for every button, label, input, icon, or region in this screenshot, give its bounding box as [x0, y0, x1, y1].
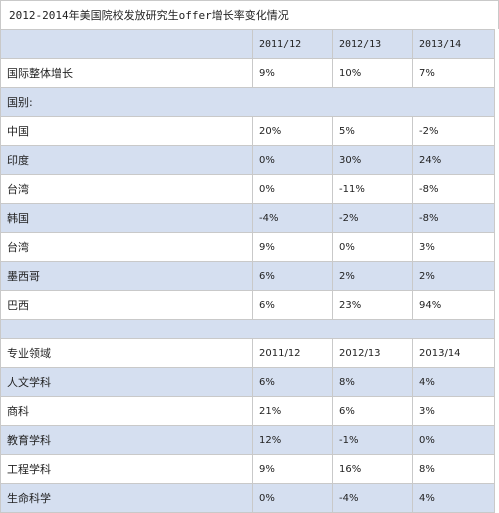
table-cell: 2%: [332, 261, 413, 291]
table-cell: -8%: [412, 174, 495, 204]
table-cell: 3%: [412, 232, 495, 262]
table-cell: -11%: [332, 174, 413, 204]
table-cell: 12%: [252, 425, 333, 455]
table-row: 韩国 -4% -2% -8%: [0, 203, 495, 233]
header-cell: 2011/12: [252, 29, 333, 59]
table-cell: 24%: [412, 145, 495, 175]
table-cell: 0%: [332, 232, 413, 262]
table-row: 生命科学 0% -4% 4%: [0, 483, 495, 513]
table-title: 2012-2014年美国院校发放研究生offer增长率变化情况: [0, 0, 499, 29]
table-cell: -8%: [412, 203, 495, 233]
table-row: 印度 0% 30% 24%: [0, 145, 495, 175]
table-cell: 7%: [412, 58, 495, 88]
table-cell: 0%: [252, 483, 333, 513]
table-cell: -2%: [332, 203, 413, 233]
table-cell: -2%: [412, 116, 495, 146]
header-cell: 2011/12: [252, 338, 333, 368]
table-cell: 23%: [332, 290, 413, 320]
table-cell: 2%: [412, 261, 495, 291]
table-row: 台湾 0% -11% -8%: [0, 174, 495, 204]
table-row: 墨西哥 6% 2% 2%: [0, 261, 495, 291]
header-row: 2011/12 2012/13 2013/14: [0, 29, 495, 59]
table-cell: 0%: [252, 174, 333, 204]
table-cell: 6%: [332, 396, 413, 426]
table-row: 台湾 9% 0% 3%: [0, 232, 495, 262]
row-label: 生命科学: [0, 483, 253, 513]
row-label: 人文学科: [0, 367, 253, 397]
table-cell: 6%: [252, 290, 333, 320]
table-cell: 9%: [252, 58, 333, 88]
table-cell: 9%: [252, 232, 333, 262]
header-cell: [0, 29, 253, 59]
table-cell: 30%: [332, 145, 413, 175]
row-label: 商科: [0, 396, 253, 426]
table-row: 教育学科 12% -1% 0%: [0, 425, 495, 455]
header-cell: 2012/13: [332, 29, 413, 59]
row-label: 国际整体增长: [0, 58, 253, 88]
table-row: 工程学科 9% 16% 8%: [0, 454, 495, 484]
table-cell: -1%: [332, 425, 413, 455]
spacer-cell: [0, 319, 495, 339]
section-row: 国别:: [0, 87, 495, 117]
row-label: 中国: [0, 116, 253, 146]
table-cell: -4%: [252, 203, 333, 233]
field-header-row: 专业领域 2011/12 2012/13 2013/14: [0, 338, 495, 368]
header-cell: 2013/14: [412, 29, 495, 59]
row-label: 教育学科: [0, 425, 253, 455]
table-cell: 4%: [412, 367, 495, 397]
row-label: 韩国: [0, 203, 253, 233]
table-cell: 4%: [412, 483, 495, 513]
header-cell: 2012/13: [332, 338, 413, 368]
table-cell: 20%: [252, 116, 333, 146]
table-cell: 16%: [332, 454, 413, 484]
spacer-row: [0, 319, 495, 339]
table-row: 国际整体增长 9% 10% 7%: [0, 58, 495, 88]
row-label: 台湾: [0, 174, 253, 204]
row-label: 墨西哥: [0, 261, 253, 291]
header-cell: 2013/14: [412, 338, 495, 368]
row-label: 印度: [0, 145, 253, 175]
table-cell: 94%: [412, 290, 495, 320]
table-cell: 0%: [252, 145, 333, 175]
table-row: 中国 20% 5% -2%: [0, 116, 495, 146]
row-label: 工程学科: [0, 454, 253, 484]
table-cell: 5%: [332, 116, 413, 146]
table-cell: 6%: [252, 367, 333, 397]
table-cell: 8%: [412, 454, 495, 484]
offer-growth-table: 2011/12 2012/13 2013/14 国际整体增长 9% 10% 7%…: [0, 29, 495, 513]
row-label: 巴西: [0, 290, 253, 320]
table-cell: 8%: [332, 367, 413, 397]
table-cell: 0%: [412, 425, 495, 455]
table-row: 巴西 6% 23% 94%: [0, 290, 495, 320]
table-cell: 21%: [252, 396, 333, 426]
row-label: 台湾: [0, 232, 253, 262]
table-row: 人文学科 6% 8% 4%: [0, 367, 495, 397]
table-cell: 10%: [332, 58, 413, 88]
table-cell: 3%: [412, 396, 495, 426]
table-cell: 9%: [252, 454, 333, 484]
table-cell: -4%: [332, 483, 413, 513]
row-label: 专业领域: [0, 338, 253, 368]
table-cell: 6%: [252, 261, 333, 291]
table-row: 商科 21% 6% 3%: [0, 396, 495, 426]
section-label: 国别:: [0, 87, 495, 117]
